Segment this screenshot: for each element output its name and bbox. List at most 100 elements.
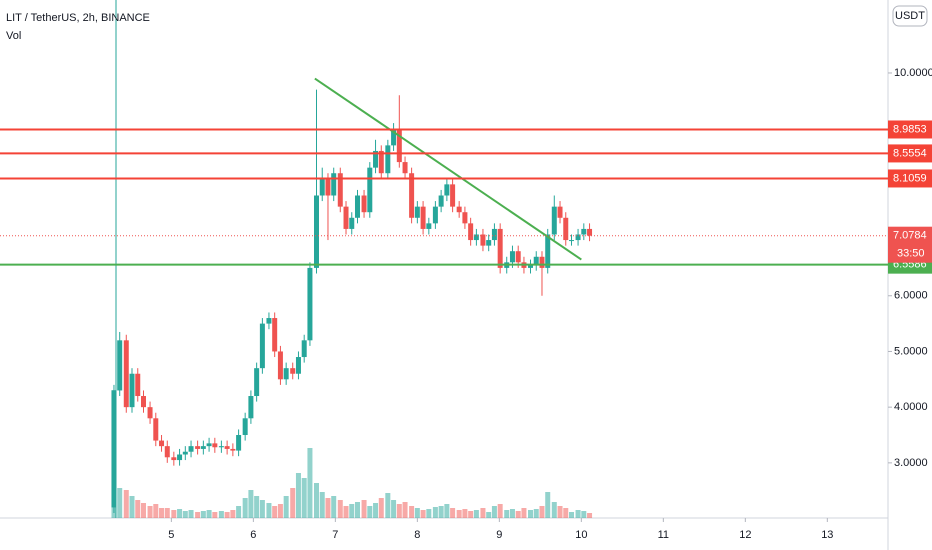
x-tick-label: 10 (575, 529, 587, 541)
candle-body (414, 206, 420, 218)
volume-bar (444, 504, 450, 518)
countdown-label: 33:50 (897, 248, 925, 260)
candle-body (337, 173, 343, 207)
candle-body (528, 265, 534, 268)
candle-body (171, 457, 177, 461)
candle-body (283, 368, 289, 380)
volume-bar (473, 510, 479, 518)
candle-body (497, 228, 503, 268)
volume-bar (533, 509, 539, 518)
volume-bar (337, 500, 343, 518)
candle-body (254, 368, 260, 397)
candle-body (349, 217, 355, 229)
candle-body (539, 256, 545, 268)
y-tick-label: 4.0000 (894, 401, 928, 413)
volume-bar (521, 508, 527, 518)
volume-bar (206, 510, 212, 518)
candle-body (354, 195, 360, 218)
x-tick-label: 8 (414, 529, 420, 541)
volume-bar (414, 508, 420, 518)
volume-bar (486, 512, 492, 518)
candle-body (563, 217, 569, 241)
volume-bar (456, 510, 462, 518)
candle-body (200, 446, 206, 449)
price-tag-label: 8.1059 (893, 172, 927, 184)
volume-bar (259, 500, 265, 518)
candle-body (188, 446, 194, 452)
price-tag (888, 169, 932, 188)
volume-bar (491, 506, 497, 518)
candle-body (177, 454, 183, 461)
candle-body (557, 206, 563, 218)
volume-bar (367, 506, 373, 518)
volume-bar (140, 503, 146, 518)
volume-bar (177, 509, 183, 518)
y-tick-label: 10.0000 (894, 67, 932, 79)
currency-label[interactable]: USDT (895, 10, 925, 22)
x-tick-label: 9 (496, 529, 502, 541)
candle-body (402, 162, 408, 174)
y-tick-label: 6.0000 (894, 290, 928, 302)
volume-bar (248, 490, 254, 518)
candle-body (575, 234, 581, 241)
volume-bar (164, 508, 170, 518)
candle-body (159, 440, 165, 447)
candle-body (259, 323, 265, 369)
candle-body (164, 446, 170, 458)
volume-bar (272, 506, 278, 518)
x-tick-label: 7 (332, 529, 338, 541)
candle-body (462, 212, 468, 224)
candle-body (135, 373, 141, 397)
volume-bar (361, 500, 367, 518)
last-price-tag (888, 226, 932, 263)
candle-body (551, 206, 557, 235)
candle-body (450, 184, 456, 207)
volume-bar (230, 510, 236, 518)
price-tag (888, 144, 932, 163)
volume-bar (551, 502, 557, 518)
volume-bar (153, 504, 159, 518)
candle-body (515, 251, 521, 263)
volume-bar (378, 498, 384, 518)
candle-body (473, 234, 479, 241)
volume-bar (254, 496, 260, 518)
volume-bar (242, 498, 248, 518)
volume-bar (373, 503, 379, 518)
candle-body (509, 251, 515, 263)
candle-body (491, 228, 497, 241)
candle-body (307, 267, 313, 341)
candle-body (373, 150, 379, 168)
volume-bar (515, 511, 521, 518)
candle-body (117, 340, 123, 391)
currency-button[interactable] (892, 5, 928, 27)
candle-body (438, 195, 444, 207)
volume-bar (438, 506, 444, 518)
candle-body (147, 407, 153, 419)
candle-body (587, 228, 593, 236)
candle-body (182, 451, 188, 455)
chart-title: LIT / TetherUS, 2h, BINANCE (6, 12, 150, 24)
candle-body (420, 206, 426, 229)
candle-body (581, 228, 587, 235)
volume-bar (277, 504, 283, 518)
x-tick-label: 12 (739, 529, 751, 541)
volume-bar (236, 506, 242, 518)
candle-body (396, 128, 402, 163)
volume-bar (497, 504, 503, 518)
volume-bar (290, 488, 296, 518)
volume-bar (188, 510, 194, 518)
candle-body (123, 340, 129, 408)
candle-body (277, 351, 283, 380)
candle-body (569, 240, 575, 242)
candle-body (480, 234, 486, 246)
volume-bar (354, 502, 360, 518)
volume-bar (283, 496, 289, 518)
candle-body (426, 223, 432, 229)
y-tick-label: 5.0000 (894, 345, 928, 357)
x-tick-label: 6 (250, 529, 256, 541)
candle-body (444, 184, 450, 196)
candle-body (230, 448, 236, 451)
candle-body (224, 446, 230, 449)
candle-body (343, 206, 349, 229)
